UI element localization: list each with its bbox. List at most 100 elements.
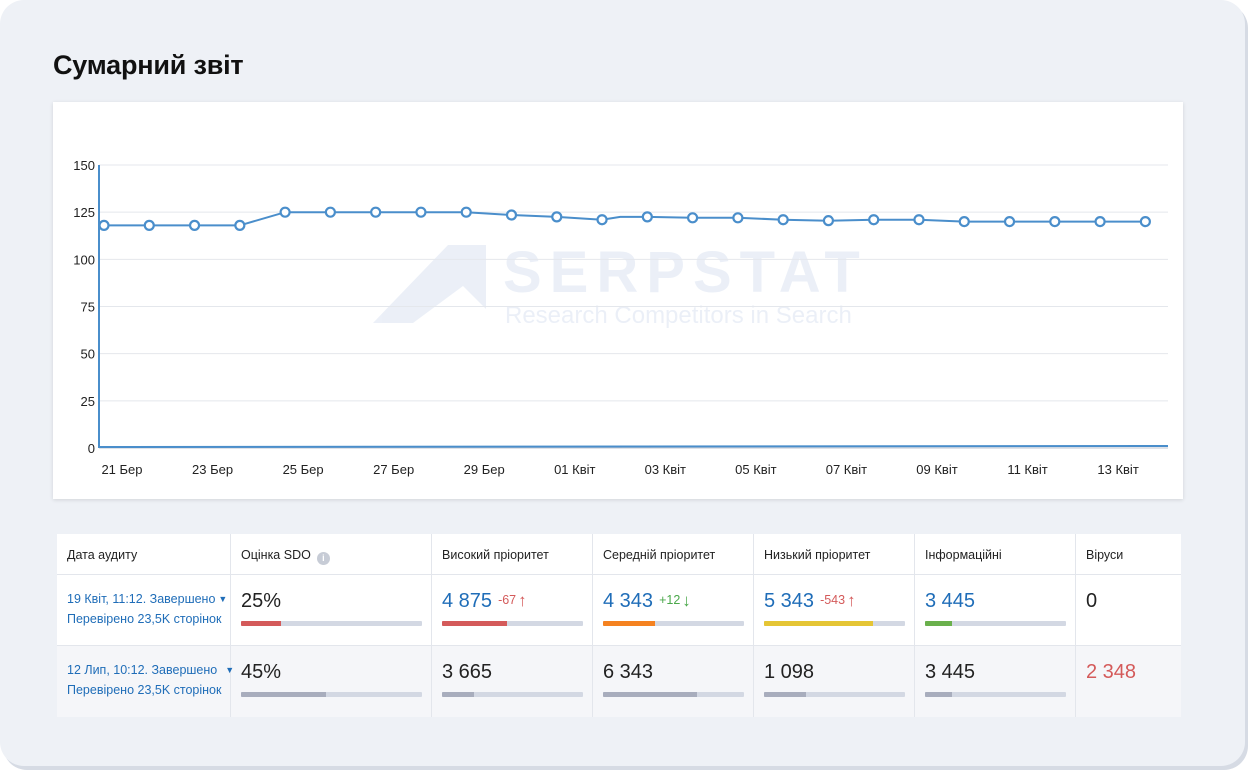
- header-audit-date: Дата аудиту: [67, 548, 138, 562]
- audit-date-text: 19 Квіт, 11:12. Завершено: [67, 592, 216, 606]
- header-sdo-label: Оцінка SDO: [241, 548, 311, 562]
- high-priority-bar-fill: [442, 621, 507, 626]
- header-low-priority: Низький пріоритет: [764, 548, 871, 562]
- arrow-up-icon: ↑: [847, 591, 856, 610]
- x-tick-label: 03 Квіт: [645, 462, 686, 477]
- medium-priority-bar: [603, 621, 744, 626]
- watermark-arrow-icon: [373, 245, 486, 323]
- low-priority-count: 5 343: [764, 590, 815, 612]
- medium-priority-bar: [603, 692, 744, 697]
- data-point: [234, 219, 246, 231]
- low-priority-bar-fill: [764, 621, 873, 626]
- x-tick-label: 29 Бер: [464, 462, 505, 477]
- audit-table: Дата аудиту Оцінка SDO i Високий пріорите…: [57, 534, 1181, 717]
- data-point: [188, 219, 201, 231]
- medium-priority-bar-fill: [603, 692, 698, 697]
- pages-checked-link[interactable]: Перевірено 23,5K сторінок: [67, 612, 222, 626]
- x-tick-label: 13 Квіт: [1097, 462, 1138, 477]
- data-point: [98, 219, 110, 231]
- high-priority-delta: -67: [498, 593, 517, 607]
- high-priority-bar-fill: [442, 692, 475, 697]
- informational-value[interactable]: 3 445: [925, 590, 976, 612]
- data-point: [505, 209, 518, 221]
- data-point: [1139, 215, 1151, 228]
- data-point: [324, 206, 336, 218]
- x-tick-label: 25 Бер: [283, 462, 324, 477]
- x-tick-label: 05 Квіт: [735, 462, 776, 477]
- audit-date-dropdown[interactable]: 12 Лип, 10:12. Завершено ▼: [67, 663, 234, 677]
- data-point: [370, 206, 382, 218]
- data-point: [822, 215, 835, 227]
- data-point: [777, 214, 789, 226]
- data-point: [913, 214, 925, 226]
- sdo-score-bar-fill: [241, 621, 281, 626]
- watermark-brand: SERPSTAT: [503, 240, 868, 305]
- sdo-score-value: 25%: [241, 590, 282, 612]
- medium-priority-value: 6 343: [603, 661, 654, 683]
- data-point: [641, 211, 653, 223]
- low-priority-bar: [764, 621, 905, 626]
- data-point: [143, 219, 155, 231]
- high-priority-value[interactable]: 4 875 -67 ↑: [442, 590, 527, 613]
- audit-date-dropdown[interactable]: 19 Квіт, 11:12. Завершено ▼: [67, 592, 227, 606]
- data-point: [686, 212, 699, 224]
- x-tick-label: 11 Квіт: [1007, 462, 1047, 477]
- header-medium-priority: Середній пріоритет: [603, 548, 716, 562]
- arrow-down-icon: ↓: [682, 591, 691, 610]
- x-tick-label: 07 Квіт: [826, 462, 867, 477]
- high-priority-value: 3 665: [442, 661, 493, 683]
- low-priority-value: 1 098: [764, 661, 815, 683]
- data-point: [868, 214, 880, 226]
- caret-down-icon[interactable]: ▼: [218, 594, 228, 604]
- informational-bar-fill: [925, 692, 952, 697]
- x-tick-label: 21 Бер: [101, 462, 142, 477]
- low-priority-bar: [764, 692, 905, 697]
- chart-card: SERPSTAT Research Competitors in Search 0 2…: [53, 102, 1183, 499]
- data-point: [279, 206, 291, 218]
- data-point: [1049, 215, 1061, 228]
- viruses-value: 0: [1086, 590, 1098, 612]
- informational-bar: [925, 621, 1066, 626]
- low-priority-bar-fill: [764, 692, 807, 697]
- pages-checked-link[interactable]: Перевірено 23,5K сторінок: [67, 683, 222, 697]
- y-tick-label: 0: [88, 441, 95, 456]
- medium-priority-count: 4 343: [603, 590, 654, 612]
- audit-date-text: 12 Лип, 10:12. Завершено: [67, 663, 218, 677]
- medium-priority-delta: +12: [659, 593, 681, 607]
- data-point: [460, 206, 472, 218]
- x-tick-label: 09 Квіт: [916, 462, 957, 477]
- baseline-series-line: [98, 445, 1169, 448]
- header-sdo-score: Оцінка SDO i: [241, 548, 330, 565]
- info-icon[interactable]: i: [316, 552, 330, 565]
- viruses-value[interactable]: 2 348: [1086, 661, 1137, 683]
- y-tick-label: 25: [81, 394, 95, 409]
- arrow-up-icon: ↑: [518, 591, 527, 610]
- table-row: 19 Квіт, 11:12. Завершено ▼ Перевірено 23…: [57, 575, 1181, 646]
- data-point: [415, 206, 427, 218]
- high-priority-count: 4 875: [442, 590, 493, 612]
- x-tick-label: 01 Квіт: [554, 462, 595, 477]
- y-tick-label: 100: [73, 252, 95, 267]
- sdo-score-bar-fill: [241, 692, 327, 697]
- header-high-priority: Високий пріоритет: [442, 548, 549, 562]
- caret-down-icon[interactable]: ▼: [225, 665, 235, 675]
- header-informational: Інформаційні: [925, 548, 1002, 562]
- low-priority-value[interactable]: 5 343 -543 ↑: [764, 590, 856, 613]
- series-line: [104, 211, 1146, 227]
- data-point: [732, 212, 744, 224]
- low-priority-delta: -543: [820, 593, 846, 607]
- x-tick-label: 27 Бер: [373, 462, 414, 477]
- table-row: 12 Лип, 10:12. Завершено ▼ Перевірено 23,…: [57, 646, 1181, 717]
- high-priority-bar: [442, 621, 583, 626]
- y-tick-label: 125: [73, 205, 95, 220]
- sdo-score-value: 45%: [241, 661, 282, 683]
- informational-bar: [925, 692, 1066, 697]
- header-viruses: Віруси: [1086, 548, 1124, 562]
- data-point: [596, 214, 608, 226]
- medium-priority-bar-fill: [603, 621, 656, 626]
- data-point: [1003, 215, 1016, 228]
- data-point: [551, 211, 563, 223]
- medium-priority-value[interactable]: 4 343 +12 ↓: [603, 590, 691, 613]
